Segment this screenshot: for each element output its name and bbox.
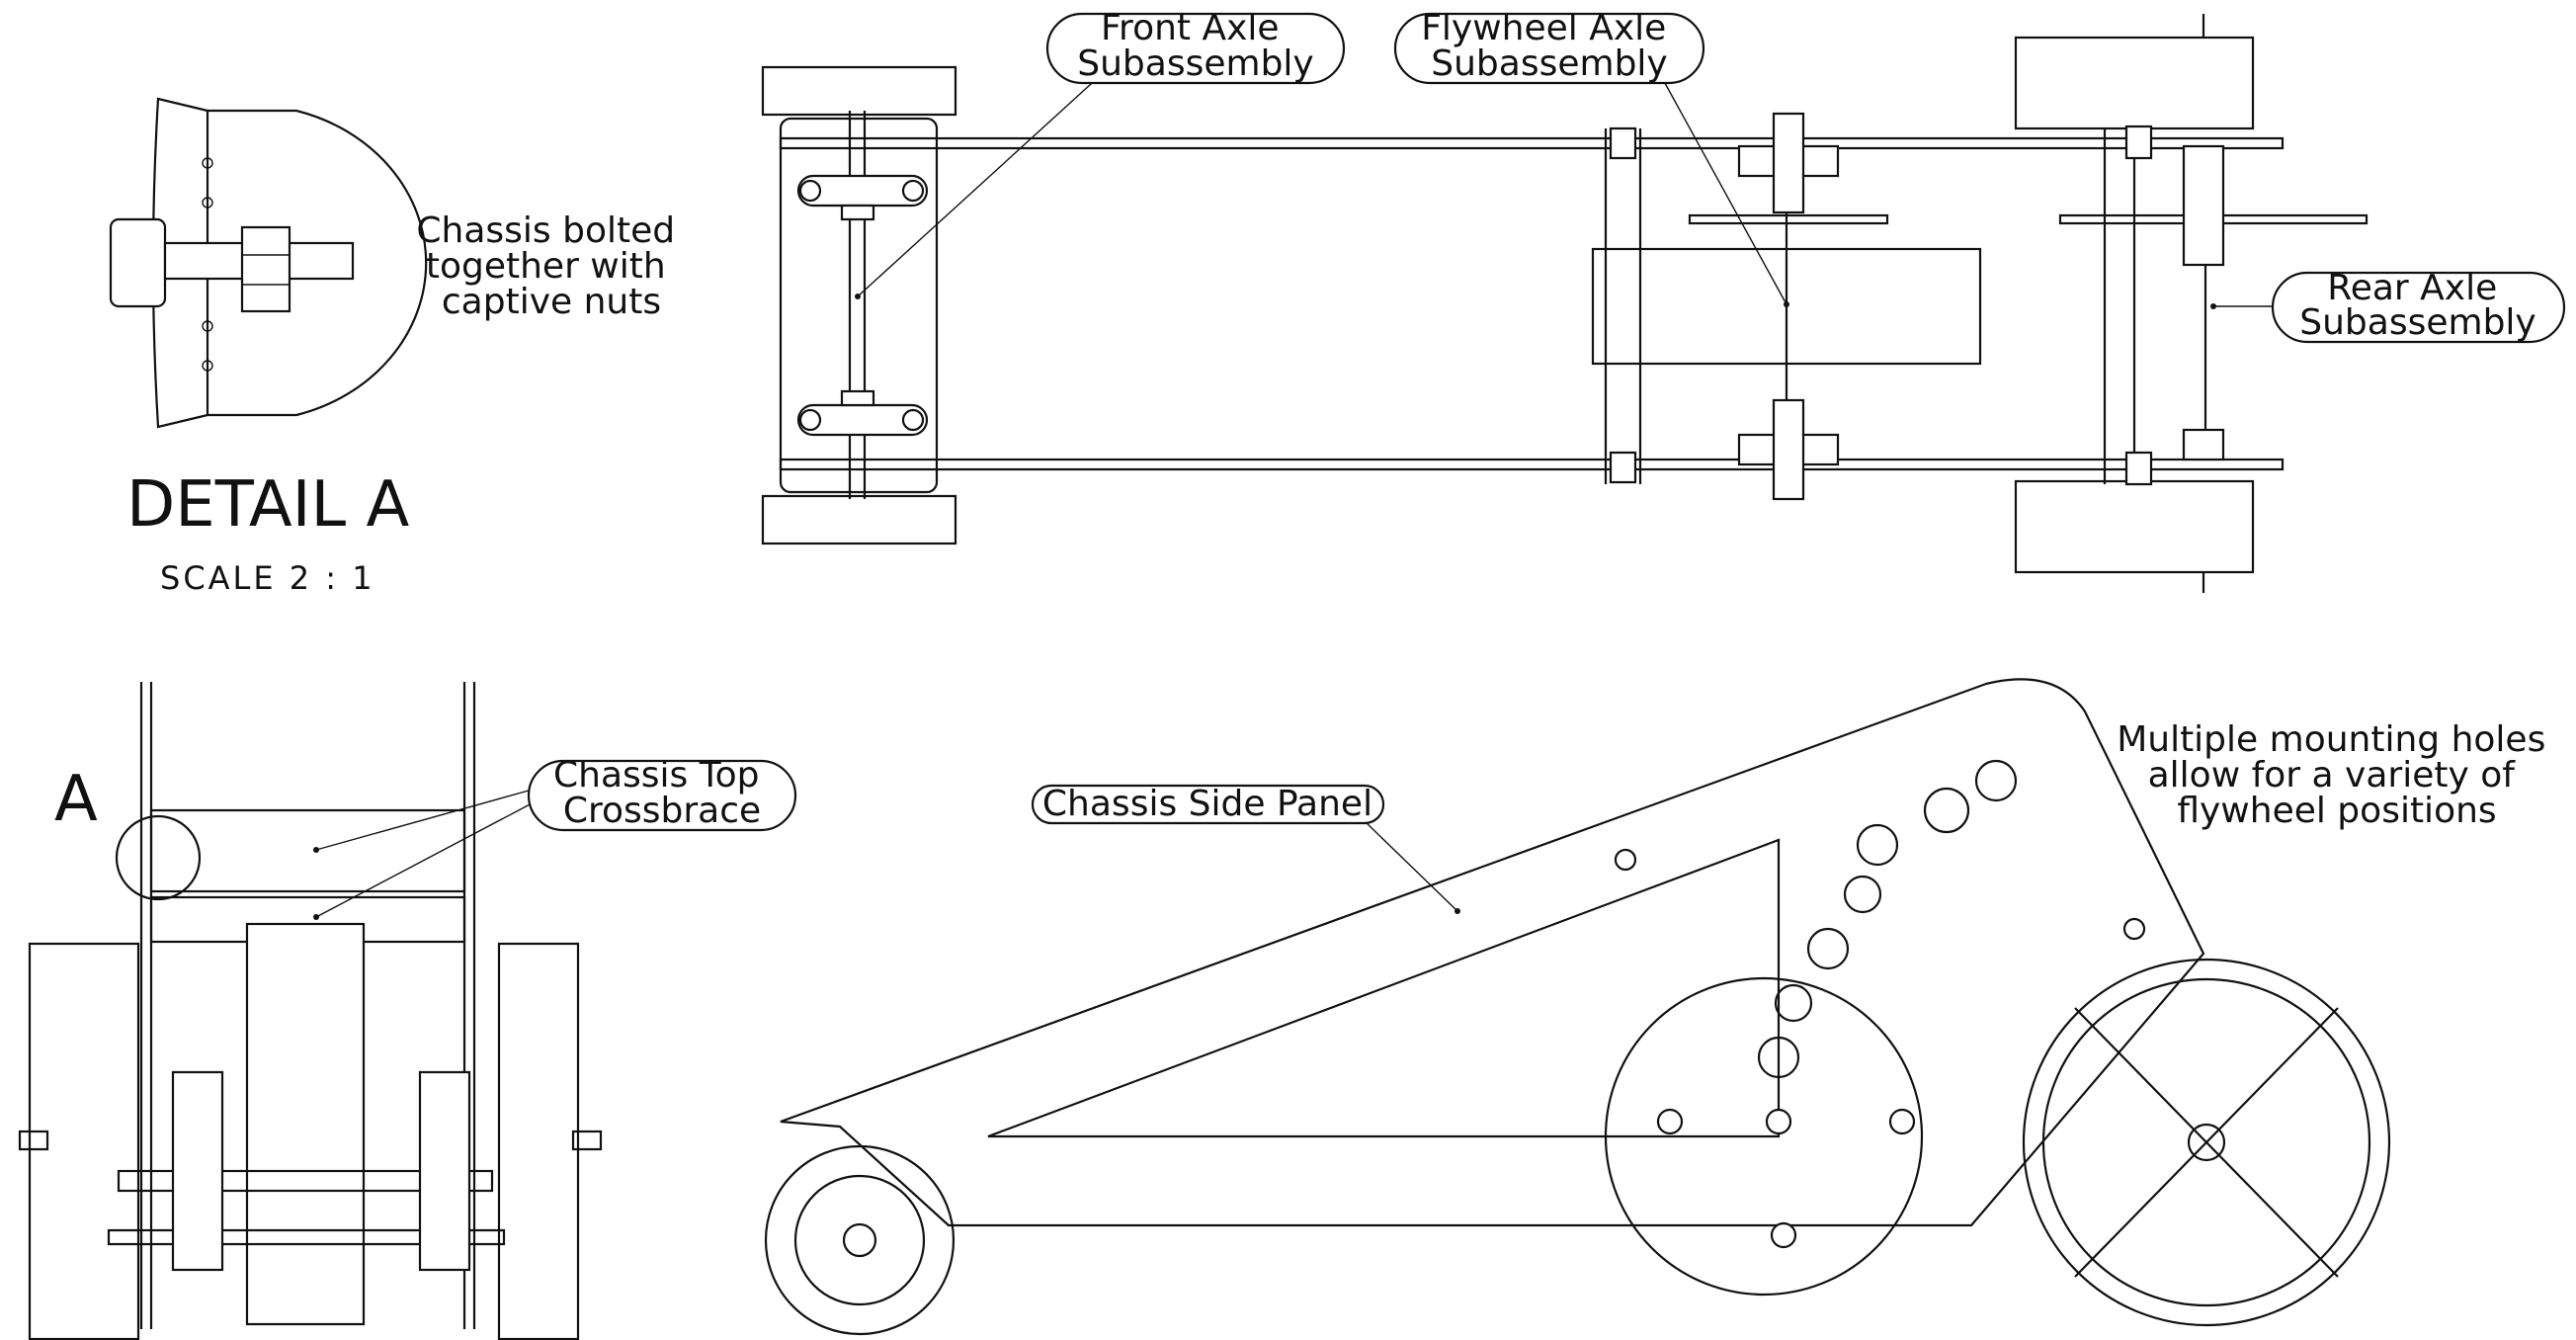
top-view — [761, 14, 2368, 593]
flywheel-axle-callout: Flywheel Axle Subassembly — [1393, 8, 1789, 307]
detail-title: DETAIL A — [126, 468, 410, 542]
mounting-note-line: Multiple mounting holes — [2117, 719, 2545, 760]
view-letter: A — [54, 763, 98, 836]
rear-axle-label: Rear Axle — [2327, 268, 2497, 308]
front-axle-label: Subassembly — [1077, 43, 1313, 84]
detail-scale: SCALE 2 : 1 — [160, 559, 375, 597]
flywheel-axle-label: Subassembly — [1431, 43, 1667, 84]
svg-text:Chassis Top Crossbrace: Chassis Top Crossbrace — [553, 755, 771, 831]
mounting-note-line: flywheel positions — [2177, 791, 2496, 831]
flywheel-axle-label: Flywheel Axle — [1421, 8, 1666, 48]
side-panel-label: Chassis Side Panel — [1042, 784, 1372, 824]
mounting-note-line: allow for a variety of — [2148, 755, 2517, 796]
detail-a-view: Chassis bolted together with captive nut… — [109, 97, 686, 597]
svg-text:Flywheel Axle Subassembl: Flywheel Axle Subassembly — [1421, 8, 1678, 84]
svg-text:Multiple mounting holes: Multiple mounting holes allow for a vari… — [2117, 719, 2557, 831]
rear-axle-label: Subassembly — [2299, 302, 2535, 343]
detail-note-line: together with — [426, 246, 666, 287]
mounting-holes-note: Multiple mounting holes allow for a vari… — [2117, 719, 2557, 831]
crossbrace-label: Crossbrace — [563, 791, 761, 831]
front-axle-callout: Front Axle Subassembly — [855, 8, 1346, 299]
detail-note: Chassis bolted together with captive nut… — [416, 210, 686, 322]
svg-text:Front Axle Subassembly: Front Axle Subassembly — [1077, 8, 1313, 84]
svg-text:Rear Axle Subassembly: Rear Axle Subassembly — [2299, 268, 2535, 343]
side-panel-callout: Chassis Side Panel — [1031, 784, 1460, 914]
top-crossbrace-callout: Chassis Top Crossbrace — [313, 755, 797, 920]
view-letter-a: A — [54, 763, 98, 836]
side-view — [764, 678, 2391, 1336]
rear-axle-callout: Rear Axle Subassembly — [2210, 268, 2566, 344]
crossbrace-label: Chassis Top — [553, 755, 759, 796]
front-axle-label: Front Axle — [1101, 8, 1280, 48]
front-view — [18, 682, 603, 1340]
detail-note-line: captive nuts — [442, 282, 661, 322]
detail-note-line: Chassis bolted — [416, 210, 675, 251]
